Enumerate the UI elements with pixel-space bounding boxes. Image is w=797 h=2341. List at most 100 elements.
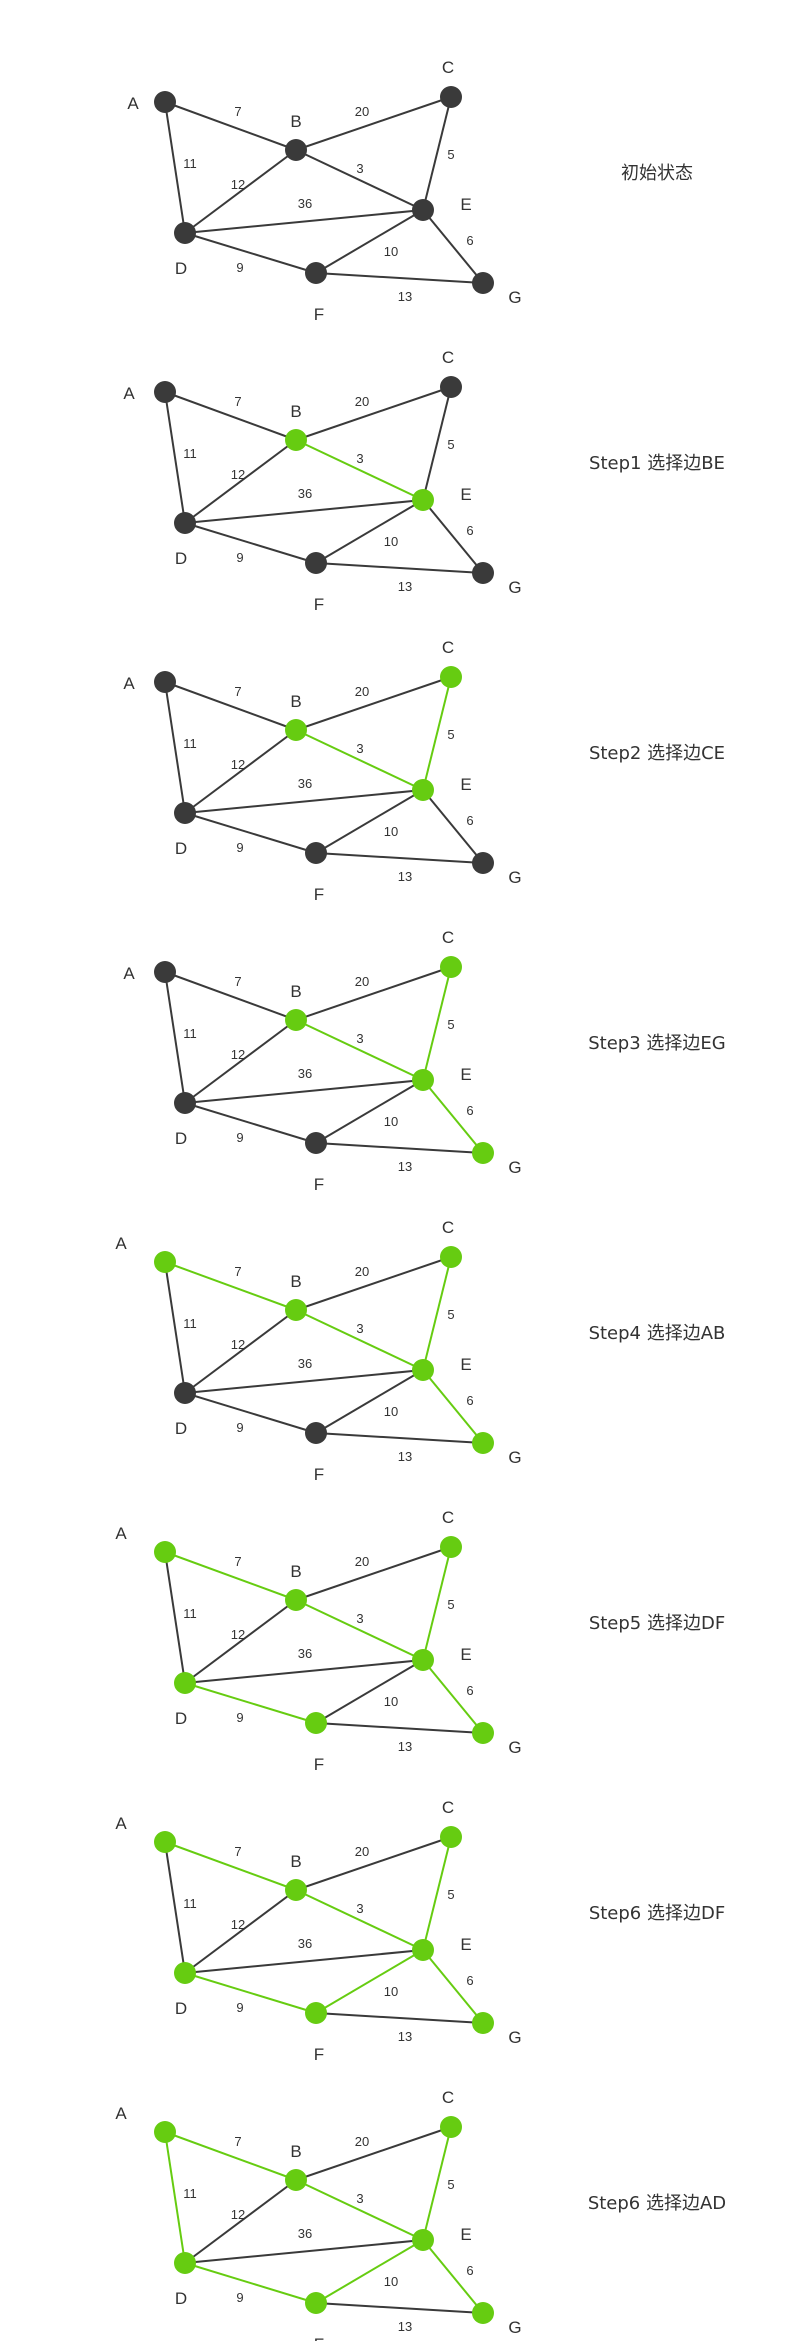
- node-label-e: E: [460, 195, 471, 214]
- edge-weight-ef: 10: [384, 824, 398, 839]
- edge-weight-bd: 12: [231, 1917, 245, 1932]
- step-title: Step6 选择边DF: [589, 1903, 725, 1924]
- edge-bd: [184, 1309, 297, 1394]
- step-panel-5: 7 11 20 12 3 5 36 9 10 6 13 A B C D E F G Step5 选择边DF: [115, 1508, 725, 1774]
- node-label-b: B: [290, 402, 301, 421]
- edge-weight-be: 3: [356, 741, 363, 756]
- edge-be: [295, 1019, 424, 1081]
- step-title: Step4 选择边AB: [589, 1323, 726, 1344]
- edge-ef: [315, 789, 424, 854]
- edge-df: [184, 1392, 317, 1434]
- node-f: [305, 552, 327, 574]
- node-label-f: F: [314, 1175, 324, 1194]
- edge-weight-bc: 20: [355, 974, 369, 989]
- node-label-c: C: [442, 928, 454, 947]
- node-label-f: F: [314, 595, 324, 614]
- node-e: [412, 199, 434, 221]
- edge-de: [184, 499, 424, 524]
- node-d: [174, 2252, 196, 2274]
- node-f: [305, 1422, 327, 1444]
- node-c: [440, 956, 462, 978]
- node-e: [412, 1359, 434, 1381]
- node-label-a: A: [115, 1524, 127, 1543]
- node-label-b: B: [290, 982, 301, 1001]
- edge-weight-ad: 11: [183, 1316, 197, 1331]
- edge-weight-eg: 6: [466, 1103, 473, 1118]
- edge-bc: [295, 966, 452, 1021]
- node-d: [174, 1092, 196, 1114]
- node-c: [440, 2116, 462, 2138]
- node-label-g: G: [508, 2028, 521, 2047]
- node-label-b: B: [290, 1852, 301, 1871]
- node-a: [154, 2121, 176, 2143]
- node-g: [472, 2012, 494, 2034]
- edge-de: [184, 1949, 424, 1974]
- edge-bc: [295, 2126, 452, 2181]
- edge-ce: [422, 1256, 452, 1371]
- node-label-g: G: [508, 868, 521, 887]
- edge-fg: [315, 852, 484, 864]
- edge-be: [295, 729, 424, 791]
- edge-weight-de: 36: [298, 2226, 312, 2241]
- edge-weight-df: 9: [236, 1420, 243, 1435]
- edge-weight-ce: 5: [447, 1597, 454, 1612]
- edge-weight-bd: 12: [231, 1047, 245, 1062]
- node-c: [440, 86, 462, 108]
- edge-weight-ef: 10: [384, 1694, 398, 1709]
- edge-weight-bd: 12: [231, 1627, 245, 1642]
- node-a: [154, 91, 176, 113]
- edge-bc: [295, 1256, 452, 1311]
- edge-weight-eg: 6: [466, 523, 473, 538]
- edge-weight-ef: 10: [384, 1984, 398, 1999]
- edge-weight-bc: 20: [355, 394, 369, 409]
- edge-weight-ab: 7: [234, 1264, 241, 1279]
- edge-weight-fg: 13: [398, 289, 412, 304]
- node-f: [305, 842, 327, 864]
- node-label-c: C: [442, 1218, 454, 1237]
- node-label-c: C: [442, 1798, 454, 1817]
- edge-ef: [315, 499, 424, 564]
- node-e: [412, 489, 434, 511]
- node-label-f: F: [314, 2045, 324, 2064]
- edge-bd: [184, 1599, 297, 1684]
- edge-ef: [315, 1949, 424, 2014]
- node-label-d: D: [175, 839, 187, 858]
- step-title: Step1 选择边BE: [589, 453, 725, 474]
- edge-weight-de: 36: [298, 1066, 312, 1081]
- edge-weight-df: 9: [236, 840, 243, 855]
- edge-weight-ab: 7: [234, 684, 241, 699]
- edge-ab: [164, 2131, 297, 2181]
- node-b: [285, 1009, 307, 1031]
- edge-ce: [422, 966, 452, 1081]
- node-label-e: E: [460, 2225, 471, 2244]
- node-label-a: A: [115, 2104, 127, 2123]
- node-c: [440, 1246, 462, 1268]
- node-e: [412, 1649, 434, 1671]
- node-a: [154, 1251, 176, 1273]
- node-label-g: G: [508, 288, 521, 307]
- node-c: [440, 666, 462, 688]
- node-f: [305, 2002, 327, 2024]
- edge-bd: [184, 729, 297, 814]
- edge-weight-ce: 5: [447, 2177, 454, 2192]
- edge-weight-fg: 13: [398, 579, 412, 594]
- node-label-f: F: [314, 885, 324, 904]
- edge-weight-ef: 10: [384, 534, 398, 549]
- edge-be: [295, 149, 424, 211]
- edge-weight-be: 3: [356, 1321, 363, 1336]
- node-label-d: D: [175, 1709, 187, 1728]
- edge-weight-de: 36: [298, 1646, 312, 1661]
- node-label-c: C: [442, 638, 454, 657]
- edge-ad: [164, 391, 186, 524]
- edge-de: [184, 1369, 424, 1394]
- edge-bc: [295, 386, 452, 441]
- node-label-g: G: [508, 1738, 521, 1757]
- edge-weight-ad: 11: [183, 1896, 197, 1911]
- edge-df: [184, 1102, 317, 1144]
- edge-ce: [422, 676, 452, 791]
- node-c: [440, 1826, 462, 1848]
- node-label-b: B: [290, 1562, 301, 1581]
- node-f: [305, 1712, 327, 1734]
- node-a: [154, 671, 176, 693]
